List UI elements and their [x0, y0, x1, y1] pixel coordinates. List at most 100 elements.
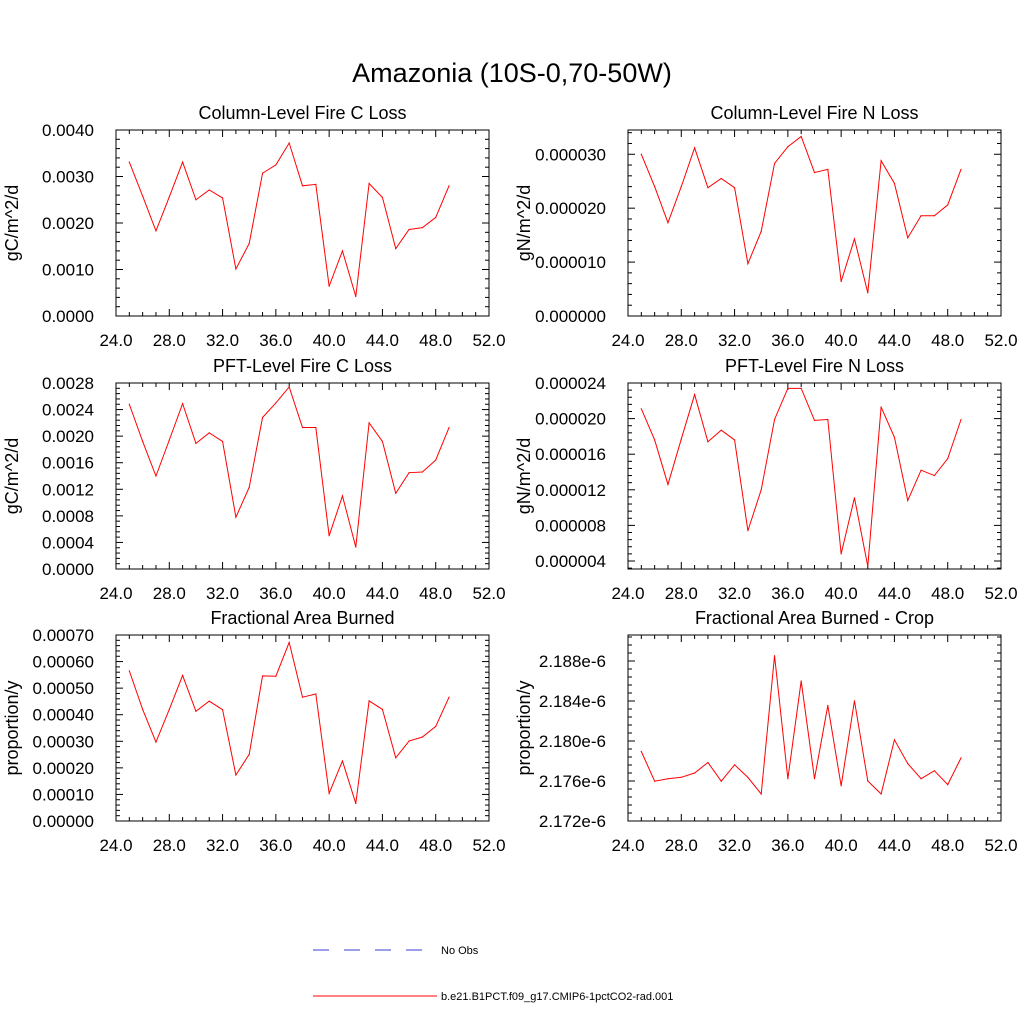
data-point — [813, 778, 816, 780]
data-point — [853, 238, 856, 240]
data-point — [733, 439, 736, 441]
x-tick-label: 40.0 — [825, 331, 858, 350]
data-point — [261, 416, 264, 419]
data-point — [960, 168, 962, 170]
x-tick-label: 52.0 — [472, 836, 505, 855]
y-tick-label: 0.0016 — [42, 454, 94, 473]
chart-panel: Column-Level Fire C Loss gC/m^2/d 24.0 28.0… — [2, 103, 506, 350]
data-point — [827, 418, 829, 421]
panel-title: Fractional Area Burned — [210, 608, 394, 628]
x-tick-label: 36.0 — [259, 836, 292, 855]
x-tick-label: 40.0 — [313, 331, 346, 350]
data-point — [827, 168, 829, 170]
y-tick-label: 0.0040 — [42, 121, 94, 140]
y-tick-label: 2.176e-6 — [539, 772, 606, 791]
data-point — [248, 486, 250, 488]
y-axis-label: proportion/y — [2, 680, 22, 775]
data-point — [261, 172, 264, 174]
y-tick-label: 0.00070 — [33, 626, 94, 645]
data-point — [667, 222, 669, 224]
chart-panel: Column-Level Fire N Loss gN/m^2/d 24.0 28.0… — [514, 103, 1018, 350]
x-tick-label: 36.0 — [771, 331, 804, 350]
data-point — [933, 770, 935, 772]
data-point — [315, 183, 317, 186]
data-point — [840, 553, 842, 555]
y-tick-label: 0.00010 — [33, 785, 94, 804]
panel-title: PFT-Level Fire N Loss — [725, 356, 904, 376]
data-point — [288, 142, 290, 144]
data-point — [707, 187, 709, 189]
data-point — [694, 393, 696, 396]
data-point — [328, 792, 330, 794]
data-point — [182, 674, 184, 676]
data-point — [235, 516, 237, 518]
data-point — [907, 763, 909, 765]
x-tick-label: 40.0 — [825, 836, 858, 855]
data-point — [893, 739, 896, 741]
data-point — [142, 195, 144, 197]
panel-title: PFT-Level Fire C Loss — [213, 356, 392, 376]
data-point — [640, 750, 642, 753]
y-tick-label: 0.000000 — [535, 307, 606, 326]
data-point — [827, 704, 829, 707]
data-point — [421, 227, 423, 229]
data-point — [395, 247, 397, 250]
data-point — [182, 161, 184, 163]
y-tick-label: 0.00060 — [33, 653, 94, 672]
data-point — [907, 237, 909, 239]
y-axis-label: proportion/y — [514, 680, 534, 775]
data-point — [408, 740, 410, 742]
data-point — [640, 408, 642, 410]
x-tick-label: 32.0 — [206, 584, 239, 603]
data-point — [920, 778, 922, 780]
chart-panel: Fractional Area Burned - Crop proportion/… — [514, 608, 1018, 855]
y-tick-label: 0.0004 — [42, 533, 94, 552]
x-tick-label: 36.0 — [259, 331, 292, 350]
data-point — [707, 441, 709, 443]
data-point — [787, 778, 789, 780]
y-tick-label: 0.0028 — [42, 374, 94, 393]
chart-panel: Fractional Area Burned proportion/y 24.0 28… — [2, 608, 506, 855]
data-point — [155, 230, 157, 232]
y-tick-label: 0.00030 — [33, 732, 94, 751]
data-point — [288, 386, 290, 388]
data-point — [960, 757, 962, 759]
data-point — [315, 693, 317, 695]
y-tick-label: 0.0024 — [42, 401, 94, 420]
data-point — [667, 778, 669, 780]
x-tick-label: 32.0 — [206, 331, 239, 350]
x-tick-label: 48.0 — [931, 836, 964, 855]
data-point — [747, 263, 749, 265]
y-tick-label: 0.000020 — [535, 199, 606, 218]
y-tick-label: 0.0020 — [42, 214, 94, 233]
data-point — [760, 489, 762, 491]
data-point — [893, 436, 896, 438]
data-point — [248, 242, 250, 245]
data-point — [800, 135, 802, 138]
y-tick-label: 0.0000 — [42, 307, 94, 326]
y-tick-label: 0.0030 — [42, 168, 94, 187]
y-axis-label: gC/m^2/d — [2, 438, 22, 514]
y-tick-label: 0.0012 — [42, 480, 94, 499]
x-tick-label: 40.0 — [313, 584, 346, 603]
data-point — [720, 429, 722, 431]
data-point — [288, 641, 290, 644]
x-tick-label: 32.0 — [206, 836, 239, 855]
data-point — [168, 708, 170, 711]
x-tick-label: 24.0 — [99, 331, 132, 350]
data-point — [128, 161, 130, 163]
x-tick-label: 28.0 — [153, 836, 186, 855]
data-point — [773, 162, 776, 165]
data-point — [800, 387, 802, 389]
x-tick-label: 36.0 — [259, 584, 292, 603]
data-point — [853, 497, 856, 499]
legend-label: b.e21.B1PCT.f09_g17.CMIP6-1pctCO2-rad.00… — [441, 991, 673, 1003]
data-point — [667, 483, 669, 486]
x-tick-label: 24.0 — [99, 836, 132, 855]
data-point — [867, 292, 869, 294]
data-point — [221, 440, 224, 443]
data-point — [680, 438, 682, 440]
data-point — [301, 185, 304, 187]
y-tick-label: 0.000012 — [535, 481, 606, 500]
data-point — [355, 295, 357, 298]
